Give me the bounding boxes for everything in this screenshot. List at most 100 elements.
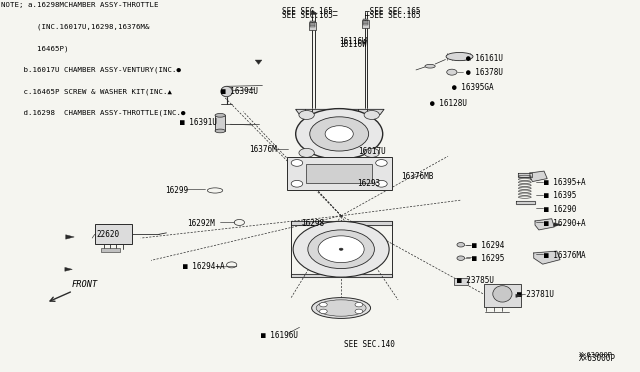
Text: c.16465P SCREW & WASHER KIT(INC.▲: c.16465P SCREW & WASHER KIT(INC.▲ <box>1 88 172 94</box>
Circle shape <box>355 302 363 307</box>
Text: 16298: 16298 <box>301 219 324 228</box>
Circle shape <box>299 148 314 157</box>
Bar <box>101 248 120 252</box>
Text: ■ 16290: ■ 16290 <box>544 205 577 214</box>
Circle shape <box>318 236 364 263</box>
Circle shape <box>447 69 457 75</box>
Bar <box>287 157 392 190</box>
Ellipse shape <box>425 64 435 68</box>
Text: ■ 16295: ■ 16295 <box>472 254 505 263</box>
Text: b.16017U CHAMBER ASSY-VENTURY(INC.●: b.16017U CHAMBER ASSY-VENTURY(INC.● <box>1 67 181 73</box>
Text: ● 16128U: ● 16128U <box>430 99 467 108</box>
Bar <box>484 284 521 307</box>
Text: d.16298  CHAMBER ASSY-THROTTLE(INC.●: d.16298 CHAMBER ASSY-THROTTLE(INC.● <box>1 110 186 116</box>
Text: ● 16378U: ● 16378U <box>466 68 503 77</box>
Ellipse shape <box>215 113 225 117</box>
Ellipse shape <box>221 86 232 97</box>
Bar <box>454 278 468 285</box>
Circle shape <box>310 117 369 151</box>
Text: 16465P): 16465P) <box>1 45 68 51</box>
Bar <box>363 21 368 23</box>
Text: X×63000P: X×63000P <box>579 352 612 358</box>
Text: 16299: 16299 <box>165 186 188 195</box>
Circle shape <box>364 148 380 157</box>
Polygon shape <box>311 11 316 15</box>
Text: FRONT: FRONT <box>72 280 98 289</box>
Text: 16376MB: 16376MB <box>401 172 433 181</box>
Bar <box>309 22 316 30</box>
Text: ■ 16290+A: ■ 16290+A <box>544 219 586 228</box>
Bar <box>363 23 368 25</box>
Text: SEE SEC.140: SEE SEC.140 <box>344 340 395 349</box>
Circle shape <box>319 302 327 307</box>
Text: ■ 16395+A: ■ 16395+A <box>544 178 586 187</box>
Text: ● 16161U: ● 16161U <box>466 54 503 63</box>
Polygon shape <box>65 267 72 271</box>
Text: ■ 23781U: ■ 23781U <box>517 290 554 299</box>
Text: ■ 16376MA: ■ 16376MA <box>544 251 586 260</box>
Circle shape <box>299 110 314 119</box>
Text: 16376M: 16376M <box>250 145 277 154</box>
Polygon shape <box>516 201 535 204</box>
Circle shape <box>364 110 380 119</box>
Ellipse shape <box>316 300 366 316</box>
Circle shape <box>319 309 327 314</box>
Text: ■ 16294: ■ 16294 <box>472 241 505 250</box>
Circle shape <box>291 160 303 166</box>
Text: 22620: 22620 <box>96 230 119 239</box>
Circle shape <box>308 230 374 269</box>
Polygon shape <box>534 251 560 264</box>
Text: ■ 16395: ■ 16395 <box>544 191 577 200</box>
Text: ■ 23785U: ■ 23785U <box>457 276 494 285</box>
Circle shape <box>325 126 353 142</box>
Text: NOTE; a.16298MCHAMBER ASSY-THROTTLE: NOTE; a.16298MCHAMBER ASSY-THROTTLE <box>1 2 159 8</box>
Text: 16292M: 16292M <box>187 219 214 228</box>
Circle shape <box>376 180 387 187</box>
Circle shape <box>293 221 389 277</box>
Polygon shape <box>530 171 547 182</box>
Circle shape <box>291 180 303 187</box>
Polygon shape <box>255 60 262 64</box>
Polygon shape <box>516 294 522 297</box>
Circle shape <box>457 256 465 260</box>
Bar <box>362 20 369 28</box>
Circle shape <box>296 109 383 159</box>
Circle shape <box>457 243 465 247</box>
Polygon shape <box>66 235 74 239</box>
Polygon shape <box>554 223 561 227</box>
Circle shape <box>339 248 343 250</box>
Circle shape <box>355 309 363 314</box>
Text: ■ 16394U: ■ 16394U <box>221 87 258 96</box>
Text: ■ 16294+A: ■ 16294+A <box>183 262 225 271</box>
Text: —SEE SEC.165: —SEE SEC.165 <box>365 11 420 20</box>
Bar <box>310 23 315 25</box>
Text: SEE SEC.165—: SEE SEC.165— <box>282 7 337 16</box>
Text: 16017U: 16017U <box>358 147 386 156</box>
Ellipse shape <box>312 298 371 318</box>
Text: 16293: 16293 <box>357 179 380 188</box>
Bar <box>310 25 315 27</box>
Text: (INC.16017U,16298,16376M&: (INC.16017U,16298,16376M& <box>1 23 150 30</box>
Ellipse shape <box>446 52 473 61</box>
Polygon shape <box>535 219 554 230</box>
Text: ● 16395GA: ● 16395GA <box>452 83 493 92</box>
Text: 16116W: 16116W <box>339 40 367 49</box>
Bar <box>310 21 315 22</box>
Polygon shape <box>296 109 384 115</box>
Bar <box>215 115 225 131</box>
Text: SEE SEC.165—: SEE SEC.165— <box>282 11 337 20</box>
Bar <box>306 164 372 183</box>
Bar <box>95 224 132 244</box>
Polygon shape <box>291 274 392 277</box>
Text: ■ 16391U: ■ 16391U <box>180 118 218 126</box>
Ellipse shape <box>215 129 225 133</box>
Text: X×63000P: X×63000P <box>579 354 616 363</box>
Circle shape <box>376 160 387 166</box>
Text: ■ 16196U: ■ 16196U <box>261 331 298 340</box>
Polygon shape <box>291 221 392 225</box>
Ellipse shape <box>493 286 512 302</box>
Text: —SEE SEC.165: —SEE SEC.165 <box>365 7 420 16</box>
Bar <box>363 19 368 20</box>
Polygon shape <box>518 173 532 177</box>
Text: 16116W: 16116W <box>339 37 367 46</box>
